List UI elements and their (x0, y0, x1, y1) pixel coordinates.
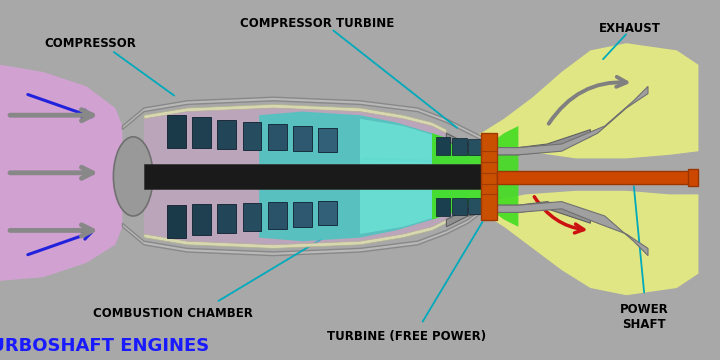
Text: COMBUSTION CHAMBER: COMBUSTION CHAMBER (93, 307, 253, 320)
Polygon shape (259, 112, 468, 241)
Polygon shape (490, 202, 648, 256)
Polygon shape (144, 220, 446, 248)
Polygon shape (452, 138, 467, 155)
Polygon shape (446, 202, 590, 227)
Text: POWER
SHAFT: POWER SHAFT (620, 303, 669, 331)
Polygon shape (432, 126, 518, 227)
Polygon shape (293, 126, 312, 151)
Polygon shape (122, 202, 490, 256)
Polygon shape (217, 120, 236, 149)
Polygon shape (144, 104, 446, 133)
Polygon shape (243, 203, 261, 231)
Polygon shape (167, 205, 186, 238)
Polygon shape (192, 117, 211, 148)
Polygon shape (468, 198, 482, 214)
Polygon shape (122, 97, 490, 148)
Polygon shape (446, 130, 590, 155)
Polygon shape (243, 122, 261, 150)
Polygon shape (0, 65, 122, 281)
Polygon shape (144, 108, 446, 245)
Polygon shape (144, 164, 482, 189)
Polygon shape (192, 204, 211, 235)
Text: COMPRESSOR: COMPRESSOR (44, 37, 136, 50)
Polygon shape (318, 201, 337, 225)
Text: TURBINE (FREE POWER): TURBINE (FREE POWER) (327, 330, 487, 343)
Polygon shape (481, 133, 497, 220)
Ellipse shape (114, 137, 153, 216)
Polygon shape (318, 128, 337, 152)
Polygon shape (475, 191, 698, 295)
FancyBboxPatch shape (688, 169, 698, 186)
Polygon shape (436, 198, 450, 216)
Polygon shape (436, 137, 450, 155)
Text: EXHAUST: EXHAUST (599, 22, 661, 35)
Polygon shape (475, 43, 698, 158)
Polygon shape (490, 86, 648, 155)
Polygon shape (217, 204, 236, 233)
Text: COMPRESSOR TURBINE: COMPRESSOR TURBINE (240, 17, 394, 30)
Polygon shape (268, 202, 287, 229)
Text: TURBOSHAFT ENGINES: TURBOSHAFT ENGINES (0, 337, 210, 355)
Polygon shape (167, 115, 186, 148)
Polygon shape (268, 124, 287, 150)
Polygon shape (293, 202, 312, 227)
Polygon shape (452, 198, 467, 215)
Polygon shape (468, 139, 482, 155)
FancyBboxPatch shape (497, 171, 691, 184)
Polygon shape (360, 119, 482, 234)
